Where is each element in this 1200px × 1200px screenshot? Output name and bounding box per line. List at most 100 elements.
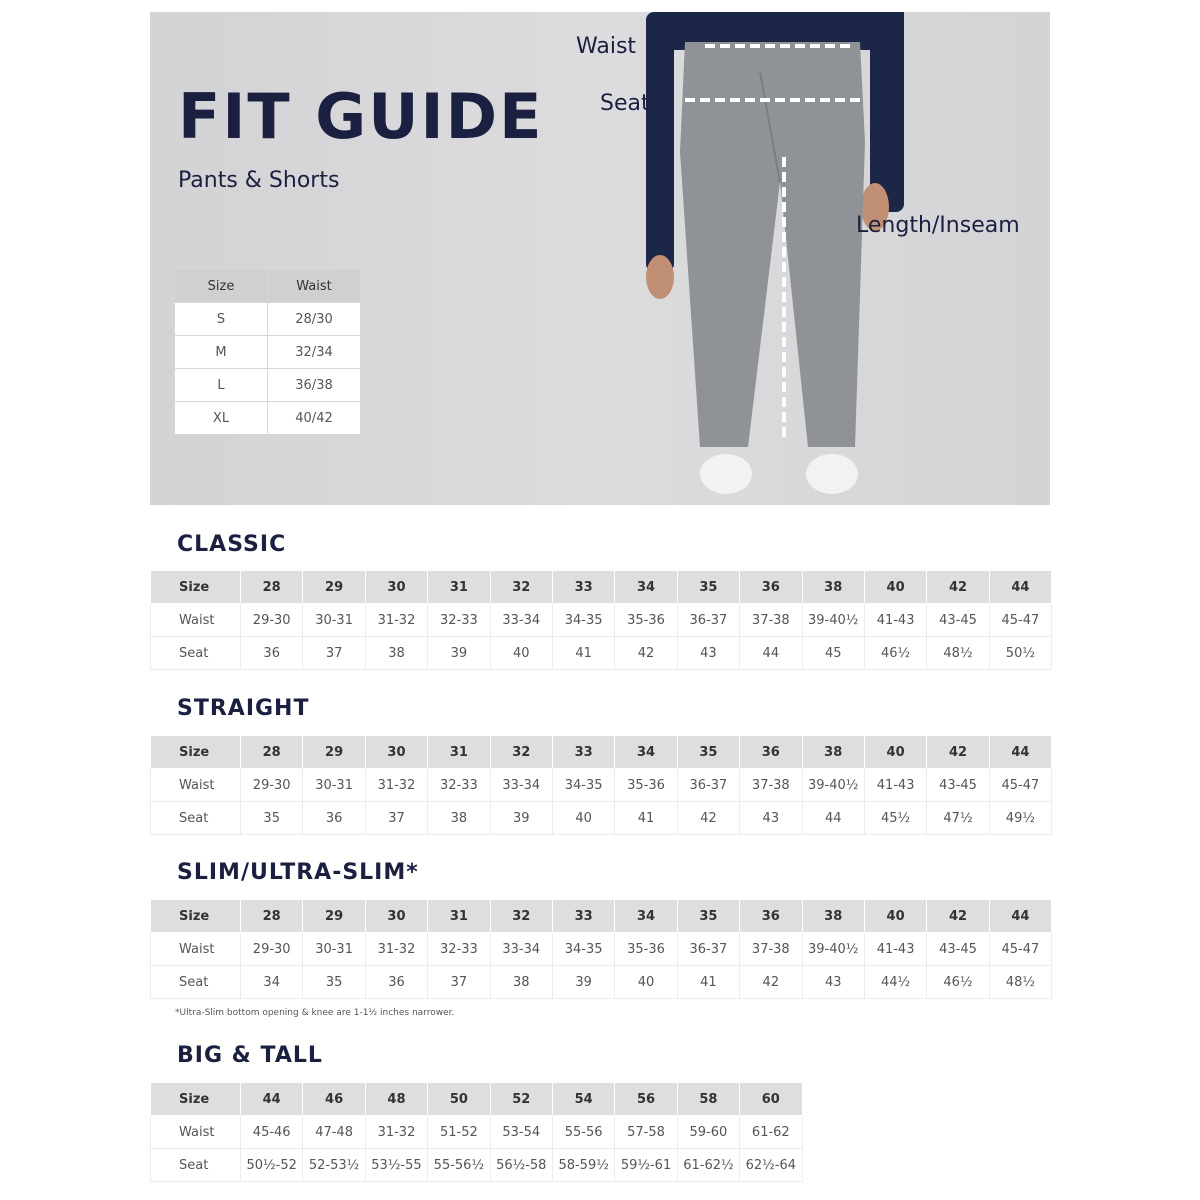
table-cell: 31 [427, 570, 491, 604]
table-cell: 52-53½ [302, 1148, 366, 1182]
table-cell: 42 [676, 801, 741, 835]
table-cell: 34 [239, 965, 304, 999]
table-cell: Seat [150, 1148, 241, 1182]
size-chart-table: Size 44 46 48 50 52 54 56 58 60 Waist 45-46 47-48 31-… [150, 1082, 803, 1182]
table-cell: 44 [739, 636, 803, 670]
table-cell: 45 [801, 636, 865, 670]
table-cell: 42 [926, 570, 990, 604]
table-cell: 29-30 [239, 603, 304, 637]
table-cell: 31-32 [364, 768, 429, 802]
table-cell: 38 [801, 899, 865, 933]
table-cell: 39-40½ [801, 603, 865, 637]
table-header: Size 28 29 30 31 32 33 34 35 36 38 40 42 44 [150, 570, 1053, 604]
table-cell: S [174, 302, 268, 336]
table-cell: 35 [676, 899, 741, 933]
table-cell: 45-47 [988, 932, 1053, 966]
table-cell: 48 [364, 1082, 429, 1116]
table-cell: 45½ [863, 801, 928, 835]
table-cell: 41-43 [863, 768, 928, 802]
length-inseam-label: Length/Inseam [856, 213, 1020, 238]
table-header: Size 44 46 48 50 52 54 56 58 60 [150, 1082, 803, 1116]
table-cell: 29-30 [239, 768, 304, 802]
table-cell: 28 [239, 570, 304, 604]
table-cell: 34 [614, 899, 678, 933]
table-cell: 31-32 [364, 603, 429, 637]
section-title: CLASSIC [177, 532, 287, 557]
table-row: Waist 29-30 30-31 31-32 32-33 33-34 34-35 35-36… [150, 768, 1053, 802]
section-title: BIG & TALL [177, 1043, 323, 1068]
table-cell: 38 [801, 570, 865, 604]
table-cell: 55-56 [551, 1115, 616, 1149]
table-row: Waist 45-46 47-48 31-32 51-52 53-54 55-56 57-58… [150, 1115, 803, 1149]
table-cell: Waist [150, 1115, 241, 1149]
table-cell: 40 [863, 899, 928, 933]
table-cell: 39 [427, 636, 491, 670]
table-cell: L [174, 368, 268, 402]
table-cell: 43-45 [926, 768, 990, 802]
table-cell: 29 [302, 570, 366, 604]
table-cell: 44 [988, 899, 1053, 933]
table-cell: 59-60 [676, 1115, 741, 1149]
table-cell: 42 [926, 899, 990, 933]
table-cell: 41 [614, 801, 678, 835]
table-cell: 28/30 [267, 302, 361, 336]
table-cell: 38 [427, 801, 491, 835]
table-cell: 32 [489, 899, 553, 933]
table-cell: 57-58 [614, 1115, 678, 1149]
table-row: S 28/30 [174, 302, 361, 336]
table-cell: 37 [427, 965, 491, 999]
table-cell: 36-37 [676, 603, 741, 637]
table-cell: 55-56½ [427, 1148, 491, 1182]
table-cell: 62½-64 [739, 1148, 803, 1182]
table-cell: 48½ [988, 965, 1053, 999]
table-cell: 35 [302, 965, 366, 999]
table-cell: 32-33 [427, 768, 491, 802]
table-cell: Seat [150, 801, 241, 835]
table-cell: 61-62 [739, 1115, 803, 1149]
table-cell: 36/38 [267, 368, 361, 402]
table-row: M 32/34 [174, 335, 361, 369]
table-cell: 34-35 [551, 768, 616, 802]
table-cell: 46½ [863, 636, 928, 670]
table-cell: 37 [302, 636, 366, 670]
table-cell: 36 [302, 801, 366, 835]
table-cell: 34-35 [551, 932, 616, 966]
size-chart-table: Size 28 29 30 31 32 33 34 35 36 38 40 42 44 Waist 29-30… [150, 899, 1053, 999]
table-cell: 30 [364, 899, 429, 933]
table-cell: 58-59½ [551, 1148, 616, 1182]
table-cell: 38 [801, 735, 865, 769]
table-cell: 32-33 [427, 603, 491, 637]
table-cell: 59½-61 [614, 1148, 678, 1182]
table-cell: 38 [364, 636, 429, 670]
table-cell: 60 [739, 1082, 803, 1116]
footnote: *Ultra-Slim bottom opening & knee are 1-… [175, 1008, 455, 1018]
table-cell: 34 [614, 735, 678, 769]
table-cell: 34 [614, 570, 678, 604]
size-chart-table: Size 28 29 30 31 32 33 34 35 36 38 40 42 44 Waist 29-30… [150, 735, 1053, 835]
table-row: L 36/38 [174, 368, 361, 402]
table-cell: Size [174, 269, 268, 303]
table-row: Seat 50½-52 52-53½ 53½-55 55-56½ 56½-58 58-59½… [150, 1148, 803, 1182]
table-cell: 29 [302, 899, 366, 933]
table-cell: 33-34 [489, 932, 553, 966]
seat-label: Seat [600, 91, 650, 116]
table-cell: 49½ [988, 801, 1053, 835]
table-cell: 46 [302, 1082, 366, 1116]
table-cell: 42 [614, 636, 678, 670]
table-cell: 56 [614, 1082, 678, 1116]
table-cell: 43 [801, 965, 865, 999]
table-cell: Waist [267, 269, 361, 303]
table-row: Waist 29-30 30-31 31-32 32-33 33-34 34-35 35-36… [150, 932, 1053, 966]
table-cell: 48½ [926, 636, 990, 670]
table-cell: 40 [551, 801, 616, 835]
table-cell: Seat [150, 965, 241, 999]
table-cell: 32/34 [267, 335, 361, 369]
table-cell: 41 [676, 965, 741, 999]
table-cell: Size [150, 1082, 241, 1116]
size-waist-table: Size Waist S 28/30 M 32/34 L 36/38 XL 40/42 [174, 269, 361, 435]
table-cell: 37-38 [739, 603, 803, 637]
table-cell: 39 [551, 965, 616, 999]
table-cell: 35-36 [614, 603, 678, 637]
table-cell: 30-31 [302, 932, 366, 966]
table-cell: 47½ [926, 801, 990, 835]
